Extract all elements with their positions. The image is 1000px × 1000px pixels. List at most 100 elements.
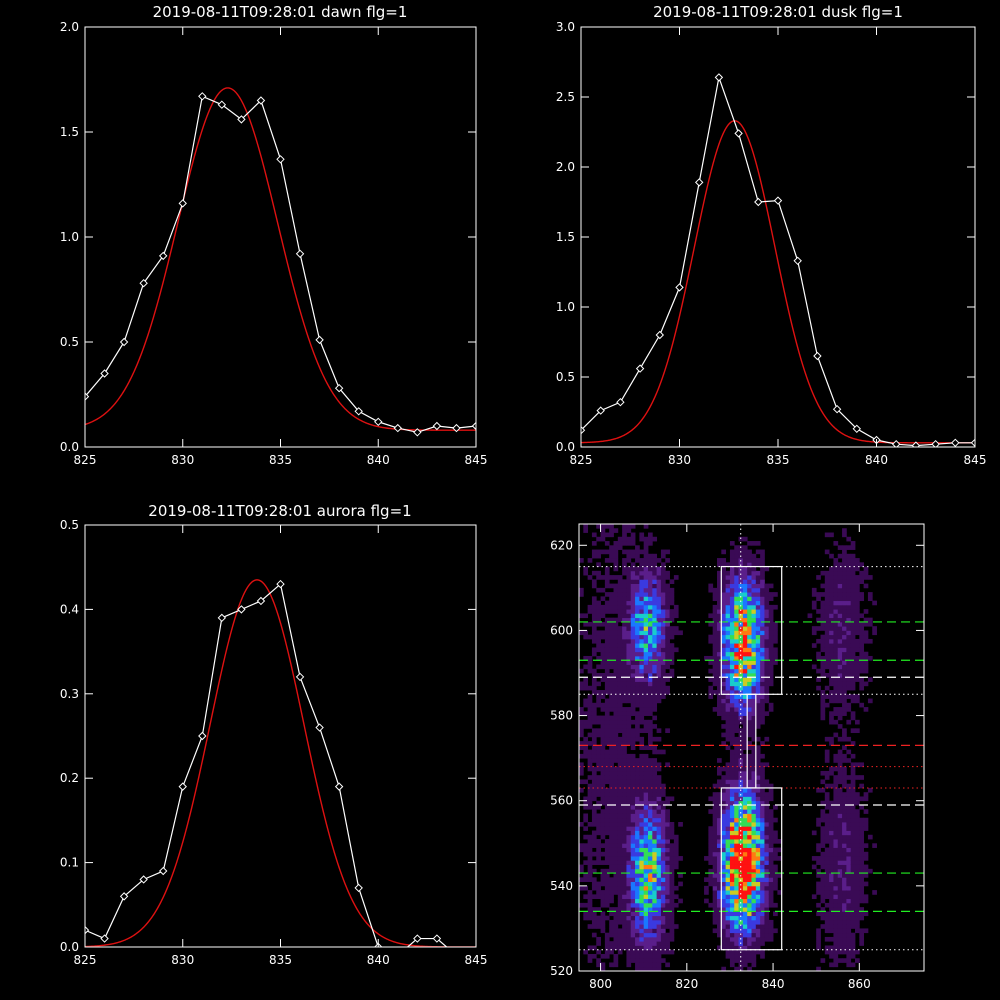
heatmap-cell xyxy=(859,907,865,912)
heatmap-cell xyxy=(587,664,593,670)
heatmap-cell xyxy=(842,583,847,589)
heatmap-cell xyxy=(717,766,722,772)
data-point-diamond xyxy=(85,392,90,401)
heatmap-cell xyxy=(583,800,589,806)
heatmap-cell xyxy=(742,724,748,729)
heatmap-cell xyxy=(734,758,739,763)
heatmap-cell xyxy=(846,570,852,576)
heatmap-cell xyxy=(583,719,589,725)
heatmap-cell xyxy=(587,860,593,865)
heatmap-cell xyxy=(846,613,852,619)
heatmap-cell xyxy=(751,928,757,934)
heatmap-cell xyxy=(708,847,714,853)
heatmap-cell xyxy=(742,570,748,576)
heatmap-cell xyxy=(855,719,860,725)
heatmap-cell xyxy=(855,562,860,567)
heatmap-cell xyxy=(587,902,593,908)
heatmap-cell xyxy=(768,677,774,682)
heatmap-cell xyxy=(630,839,636,844)
heatmap-cell xyxy=(639,936,645,942)
heatmap-cell xyxy=(600,787,606,793)
heatmap-cell xyxy=(725,570,731,576)
heatmap-cell xyxy=(820,924,826,929)
heatmap-cell xyxy=(639,953,645,959)
heatmap-cell xyxy=(738,898,744,904)
heatmap-cell xyxy=(648,532,653,538)
heatmap-cell xyxy=(630,936,636,942)
heatmap-cell xyxy=(837,566,843,572)
heatmap-cell xyxy=(669,643,675,648)
heatmap-cell xyxy=(708,583,714,589)
heatmap-cell xyxy=(609,758,614,763)
heatmap-cell xyxy=(850,638,856,644)
heatmap-cell xyxy=(609,932,614,938)
heatmap-cell xyxy=(613,945,619,951)
heatmap-cell xyxy=(760,856,765,861)
heatmap-cell xyxy=(738,826,744,831)
heatmap-cell xyxy=(622,779,627,785)
heatmap-cell xyxy=(591,604,597,610)
heatmap-cell xyxy=(850,753,856,759)
heatmap-cell xyxy=(820,626,826,631)
heatmap-cell xyxy=(846,877,852,882)
heatmap-cell xyxy=(842,575,847,580)
heatmap-cell xyxy=(859,647,865,653)
heatmap-cell xyxy=(729,800,735,806)
heatmap-cell xyxy=(863,856,869,861)
heatmap-cell xyxy=(760,673,765,678)
heatmap-cell xyxy=(579,864,584,870)
heatmap-cell xyxy=(617,775,623,780)
heatmap-cell xyxy=(725,860,731,865)
heatmap-cell xyxy=(596,673,601,678)
heatmap-cell xyxy=(643,647,649,653)
heatmap-cell xyxy=(604,800,610,806)
heatmap-cell xyxy=(630,673,636,678)
heatmap-cell xyxy=(596,758,601,763)
heatmap-cell xyxy=(729,668,735,674)
heatmap-cell xyxy=(669,655,675,661)
heatmap-cell xyxy=(742,851,748,857)
heatmap-cell xyxy=(755,851,761,857)
heatmap-cell xyxy=(833,583,839,589)
heatmap-cell xyxy=(626,655,632,661)
heatmap-cell xyxy=(725,881,731,887)
heatmap-cell xyxy=(613,787,619,793)
heatmap-cell xyxy=(656,843,662,848)
heatmap-cell xyxy=(833,839,839,844)
heatmap-cell xyxy=(816,592,821,597)
heatmap-cell xyxy=(665,634,670,640)
heatmap-cell xyxy=(833,664,839,670)
heatmap-cell xyxy=(747,911,752,917)
heatmap-cell xyxy=(591,579,597,584)
heatmap-cell xyxy=(816,885,821,891)
heatmap-cell xyxy=(626,736,632,742)
heatmap-cell xyxy=(855,775,860,780)
heatmap-cell xyxy=(635,928,640,934)
heatmap-cell xyxy=(859,885,865,891)
heatmap-cell xyxy=(777,839,783,844)
heatmap-cell xyxy=(604,541,610,546)
heatmap-cell xyxy=(738,924,744,929)
heatmap-cell xyxy=(755,877,761,882)
heatmap-cell xyxy=(617,847,623,853)
heatmap-cell xyxy=(725,732,731,738)
heatmap-cell xyxy=(863,928,869,934)
heatmap-cell xyxy=(820,911,826,917)
heatmap-cell xyxy=(617,804,623,810)
heatmap-cell xyxy=(859,868,865,874)
heatmap-cell xyxy=(630,766,636,772)
heatmap-cell xyxy=(617,673,623,678)
heatmap-cell xyxy=(673,575,679,580)
heatmap-cell xyxy=(600,549,606,555)
heatmap-cell xyxy=(833,651,839,657)
heatmap-cell xyxy=(751,541,757,546)
heatmap-cell xyxy=(742,626,748,631)
heatmap-cell xyxy=(751,570,757,576)
heatmap-cell xyxy=(742,651,748,657)
heatmap-cell xyxy=(648,681,653,687)
heatmap-cell xyxy=(591,549,597,555)
heatmap-cell xyxy=(755,592,761,597)
heatmap-cell xyxy=(613,826,619,831)
heatmap-cell xyxy=(587,732,593,738)
heatmap-cell xyxy=(755,856,761,861)
